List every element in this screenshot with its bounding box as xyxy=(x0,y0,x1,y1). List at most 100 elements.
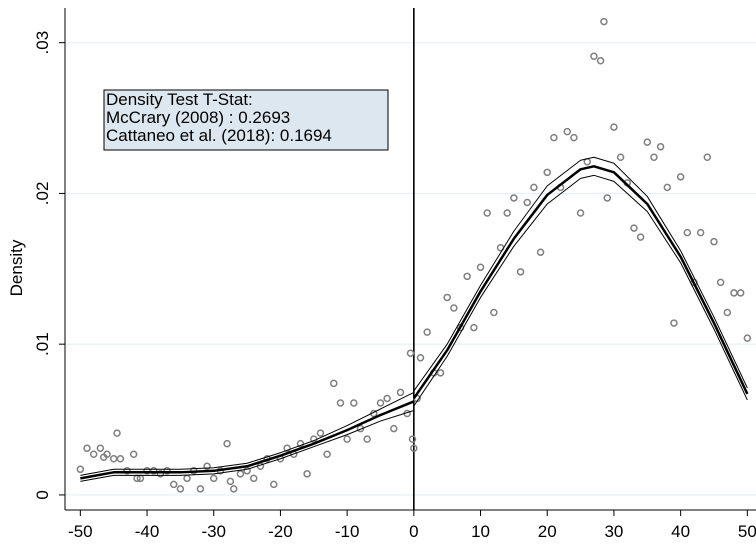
scatter-point xyxy=(343,435,351,443)
x-tick-label: 50 xyxy=(738,522,756,541)
scatter-point xyxy=(83,444,91,452)
annotation-text: Density Test T-Stat: xyxy=(106,90,253,109)
scatter-point xyxy=(550,133,558,142)
scatter-point xyxy=(436,369,445,377)
scatter-point xyxy=(536,248,545,256)
fit-line xyxy=(80,391,415,476)
annotation-text: McCrary (2008) : 0.2693 xyxy=(106,108,290,127)
y-axis-label: Density xyxy=(7,239,26,296)
x-tick-label: 40 xyxy=(671,522,690,541)
x-tick-label: -10 xyxy=(335,522,360,541)
y-tick-label: .01 xyxy=(33,332,52,356)
scatter-point xyxy=(296,439,305,448)
x-tick-label: 10 xyxy=(471,522,490,541)
scatter-point xyxy=(470,323,478,332)
scatter-point xyxy=(196,485,205,493)
scatter-point xyxy=(416,353,425,362)
x-tick-label: -50 xyxy=(68,522,93,541)
scatter-point xyxy=(350,399,358,407)
scatter-point xyxy=(383,394,391,403)
scatter-point xyxy=(543,168,551,177)
scatter-point xyxy=(76,465,85,474)
scatter-point xyxy=(650,153,658,161)
scatter-point xyxy=(323,450,331,458)
scatter-point xyxy=(450,304,458,312)
scatter-point xyxy=(723,308,732,317)
scatter-point xyxy=(656,142,665,151)
scatter-point xyxy=(250,474,258,483)
scatter-point xyxy=(236,470,245,478)
scatter-point xyxy=(610,123,618,131)
scatter-point xyxy=(406,349,415,357)
scatter-point xyxy=(636,233,645,241)
x-tick-label: -20 xyxy=(268,522,293,541)
scatter-point xyxy=(116,454,125,463)
scatter-point xyxy=(129,450,138,458)
scatter-point xyxy=(590,52,598,60)
scatter-point xyxy=(363,435,371,443)
scatter-point xyxy=(203,462,211,471)
scatter-point xyxy=(476,263,485,272)
y-tick-label: 0 xyxy=(33,490,52,499)
scatter-point xyxy=(570,133,578,142)
scatter-point xyxy=(163,467,171,475)
annotation-text: Cattaneo et al. (2018): 0.1694 xyxy=(106,126,332,145)
scatter-point xyxy=(703,153,712,161)
fit-line xyxy=(80,410,414,482)
scatter-point xyxy=(596,57,605,65)
scatter-point xyxy=(523,198,531,207)
x-tick-label: 30 xyxy=(604,522,623,541)
fit-line xyxy=(413,174,748,407)
y-tick-label: .03 xyxy=(33,31,52,55)
scatter-point xyxy=(223,439,231,448)
scatter-point xyxy=(736,289,745,297)
scatter-point xyxy=(516,268,525,276)
scatter-point xyxy=(600,17,608,26)
fit-line xyxy=(80,400,415,480)
scatter-point xyxy=(390,424,398,433)
x-tick-label: -30 xyxy=(201,522,226,541)
scatter-point xyxy=(89,450,98,458)
scatter-point xyxy=(356,424,365,433)
scatter-point xyxy=(563,127,571,136)
scatter-point xyxy=(463,272,471,281)
scatter-point xyxy=(156,470,165,478)
scatter-point xyxy=(303,470,311,478)
scatter-point xyxy=(643,138,652,146)
scatter-point xyxy=(410,444,418,452)
y-tick-label: .02 xyxy=(33,182,52,206)
scatter-point xyxy=(663,183,672,192)
scatter-point xyxy=(123,467,131,475)
scatter-point xyxy=(490,308,498,317)
fit-line xyxy=(412,165,749,400)
scatter-point xyxy=(443,293,451,302)
scatter-point xyxy=(176,485,185,493)
scatter-point xyxy=(530,183,538,192)
scatter-point xyxy=(670,319,678,327)
scatter-point xyxy=(576,209,585,217)
fit-line xyxy=(413,156,748,392)
scatter-point xyxy=(270,480,278,489)
scatter-point xyxy=(96,444,105,452)
scatter-point xyxy=(229,485,238,493)
x-tick-label: -40 xyxy=(135,522,160,541)
x-tick-label: 20 xyxy=(538,522,557,541)
scatter-point xyxy=(423,328,431,336)
scatter-point xyxy=(408,435,417,443)
scatter-point xyxy=(113,429,121,437)
scatter-point xyxy=(336,399,345,407)
scatter-point xyxy=(710,237,718,246)
scatter-point xyxy=(696,228,705,237)
scatter-point xyxy=(616,153,625,161)
scatter-point xyxy=(169,480,178,489)
scatter-point xyxy=(330,379,338,388)
x-tick-label: 0 xyxy=(409,522,418,541)
scatter-point xyxy=(603,194,612,202)
scatter-point xyxy=(149,467,158,475)
scatter-point xyxy=(226,477,235,486)
scatter-point xyxy=(396,388,405,397)
scatter-point xyxy=(483,209,491,217)
